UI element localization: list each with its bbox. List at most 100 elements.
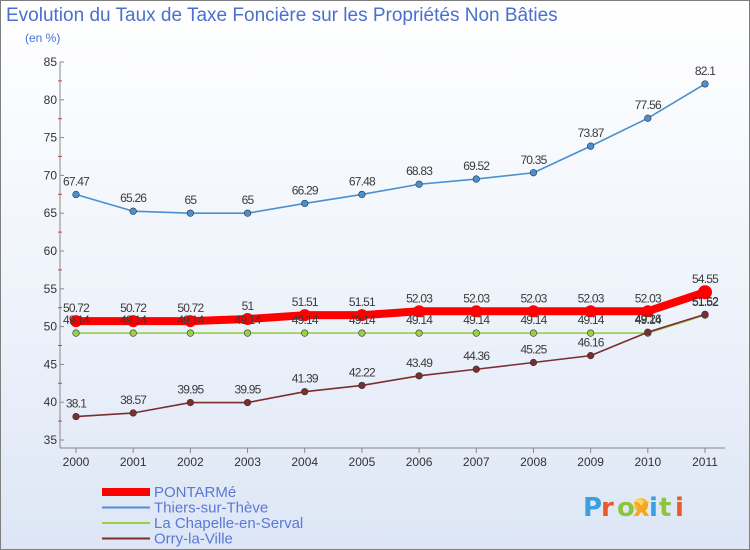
point-pontarme [584, 305, 597, 318]
point-orry-la-ville [186, 398, 194, 407]
x-tick-label: 2002 [177, 455, 204, 469]
data-label-orry-la-ville: 38.1 [66, 397, 87, 411]
data-label-thiers-sur-theve: 82.1 [695, 64, 716, 78]
data-label-pontarme: 50.72 [177, 301, 204, 315]
series-line-pontarme [72, 288, 709, 326]
data-label-thiers-sur-theve: 65.26 [120, 191, 147, 205]
point-orry-la-ville [529, 358, 538, 367]
data-label-orry-la-ville: 39.95 [235, 383, 262, 397]
y-tick-label: 55 [44, 282, 58, 296]
point-thiers-sur-theve [243, 209, 252, 217]
point-orry-la-ville [472, 365, 480, 373]
point-orry-la-ville [243, 398, 252, 407]
data-label-thiers-sur-theve: 67.47 [63, 175, 90, 189]
data-label-orry-la-ville: 45.25 [520, 343, 547, 357]
data-label-pontarme: 52.03 [635, 291, 662, 305]
point-orry-la-ville [415, 372, 423, 380]
point-pontarme [413, 305, 426, 318]
data-label-pontarme: 51 [242, 299, 255, 313]
x-tick-label: 2009 [577, 455, 604, 469]
series-line-la-chapelle-en-serval [75, 314, 706, 334]
point-la-chapelle-en-serval [243, 329, 252, 337]
data-label-pontarme: 50.72 [120, 301, 147, 315]
data-label-thiers-sur-theve: 70.35 [520, 153, 547, 167]
point-pontarme [641, 305, 654, 318]
point-la-chapelle-en-serval [129, 329, 137, 337]
point-la-chapelle-en-serval [587, 329, 595, 337]
point-thiers-sur-theve [587, 142, 595, 150]
y-tick-label: 80 [44, 93, 58, 107]
data-label-orry-la-ville: 43.49 [406, 356, 433, 370]
point-orry-la-ville [701, 310, 709, 318]
point-pontarme [298, 309, 311, 322]
data-label-la-chapelle-en-serval: 49.14 [177, 313, 204, 327]
data-label-orry-la-ville: 42.22 [349, 365, 376, 379]
x-tick-label: 2003 [234, 455, 261, 469]
logo-letter: P [583, 493, 602, 523]
y-tick-label: 60 [44, 244, 58, 258]
y-tick-label: 45 [44, 357, 58, 371]
point-thiers-sur-theve [358, 190, 366, 199]
data-label-orry-la-ville: 44.36 [463, 349, 490, 363]
proxiti-logo: Pr ox i t i [583, 493, 684, 523]
point-pontarme [70, 315, 82, 328]
logo-letter: t [659, 493, 671, 523]
point-la-chapelle-en-serval [415, 329, 423, 337]
x-tick-label: 2004 [291, 455, 318, 469]
series-line-thiers-sur-theve [75, 83, 706, 214]
point-thiers-sur-theve [186, 209, 194, 217]
point-la-chapelle-en-serval [529, 329, 538, 337]
data-label-pontarme: 52.03 [578, 291, 605, 305]
data-label-thiers-sur-theve: 73.87 [578, 126, 605, 140]
data-label-pontarme: 54.55 [692, 272, 719, 286]
data-label-la-chapelle-en-serval: 49.14 [292, 313, 319, 327]
point-la-chapelle-en-serval [72, 329, 80, 337]
x-tick-label: 2007 [463, 455, 490, 469]
point-la-chapelle-en-serval [472, 329, 480, 337]
legend-label-thiers-sur-theve: Thiers-sur-Thève [154, 500, 268, 517]
data-label-la-chapelle-en-serval: 49.14 [120, 313, 147, 327]
logo-letter: r [601, 493, 614, 523]
point-pontarme [470, 305, 483, 318]
point-orry-la-ville [644, 328, 652, 336]
legend-label-pontarme: PONTARMé [154, 484, 236, 501]
legend-label-la-chapelle-en-serval: La Chapelle-en-Serval [154, 515, 303, 532]
data-label-pontarme: 51.51 [349, 295, 376, 309]
point-orry-la-ville [72, 412, 80, 421]
data-label-orry-la-ville: 49.26 [635, 312, 662, 326]
data-label-pontarme: 51.51 [292, 295, 319, 309]
data-label-la-chapelle-en-serval: 49.14 [635, 313, 662, 327]
logo-letter: o [617, 493, 635, 523]
x-tick-label: 2000 [63, 455, 90, 469]
data-label-thiers-sur-theve: 68.83 [406, 164, 433, 178]
point-la-chapelle-en-serval [358, 329, 366, 337]
data-label-orry-la-ville: 46.16 [578, 336, 605, 350]
chart-subtitle: (en %) [25, 31, 61, 45]
data-label-thiers-sur-theve: 66.29 [292, 183, 319, 197]
point-thiers-sur-theve [129, 207, 137, 215]
data-label-orry-la-ville: 41.39 [292, 372, 319, 386]
point-thiers-sur-theve [644, 114, 652, 122]
x-tick-label: 2005 [349, 455, 376, 469]
legend-label-orry-la-ville: Orry-la-Ville [154, 531, 233, 548]
y-tick-label: 85 [44, 55, 58, 69]
point-pontarme [184, 315, 197, 328]
y-tick-label: 40 [44, 395, 58, 409]
data-label-thiers-sur-theve: 65 [184, 193, 197, 207]
y-tick-label: 35 [44, 433, 58, 447]
point-pontarme [355, 309, 368, 322]
logo-letter: i [649, 493, 658, 523]
x-tick-label: 2001 [120, 455, 147, 469]
series-line-orry-la-ville [75, 313, 706, 418]
data-label-la-chapelle-en-serval: 49.14 [578, 313, 605, 327]
data-label-orry-la-ville: 39.95 [177, 383, 204, 397]
point-orry-la-ville [587, 352, 595, 360]
y-tick-label: 65 [44, 206, 58, 220]
point-pontarme [241, 313, 254, 326]
point-orry-la-ville [358, 381, 366, 390]
x-tick-label: 2010 [634, 455, 661, 469]
point-la-chapelle-en-serval [301, 329, 309, 337]
y-tick-label: 70 [44, 168, 58, 182]
